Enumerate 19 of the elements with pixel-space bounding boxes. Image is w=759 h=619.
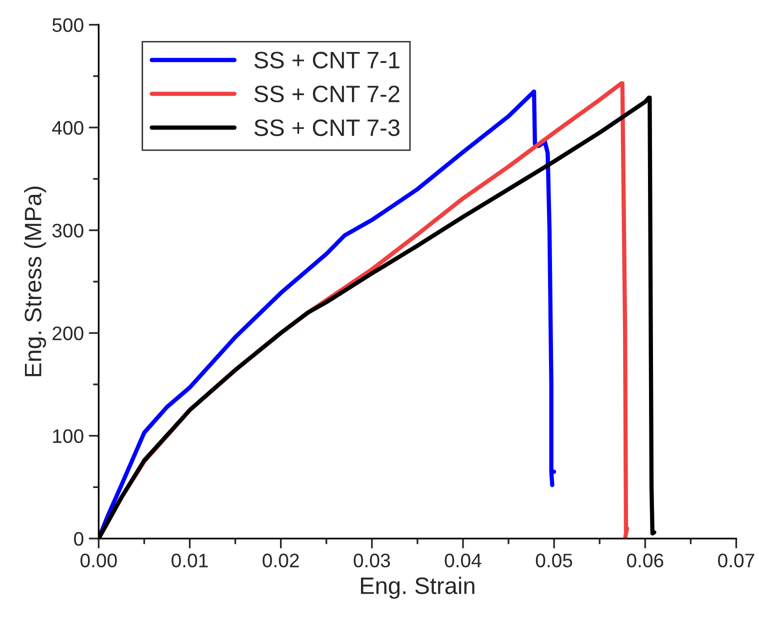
x-tick-label: 0.01 [172,554,208,568]
x-tick-label: 0.02 [262,554,299,568]
y-tick-label: 0 [74,532,84,546]
x-tick-label: 0.07 [718,554,754,568]
x-tick-label: 0.03 [354,554,390,568]
y-tick-label: 100 [53,429,84,444]
legend-label: SS + CNT 7-3 [254,119,400,136]
legend-label: SS + CNT 7-1 [254,52,400,68]
y-axis-title: Eng. Stress (MPa) [24,186,46,376]
x-tick-label: 0.05 [536,554,572,568]
y-tick-label: 200 [52,326,84,340]
x-tick-label: 0.04 [444,554,482,568]
x-tick-label: 0.06 [626,554,664,568]
x-tick-label: 0.00 [80,554,117,568]
y-tick-label: 400 [52,120,84,135]
y-tick-label: 500 [52,18,84,32]
legend-label: SS + CNT 7-2 [254,86,400,102]
x-axis-title: Eng. Strain [360,576,474,599]
y-tick-label: 300 [52,224,84,238]
